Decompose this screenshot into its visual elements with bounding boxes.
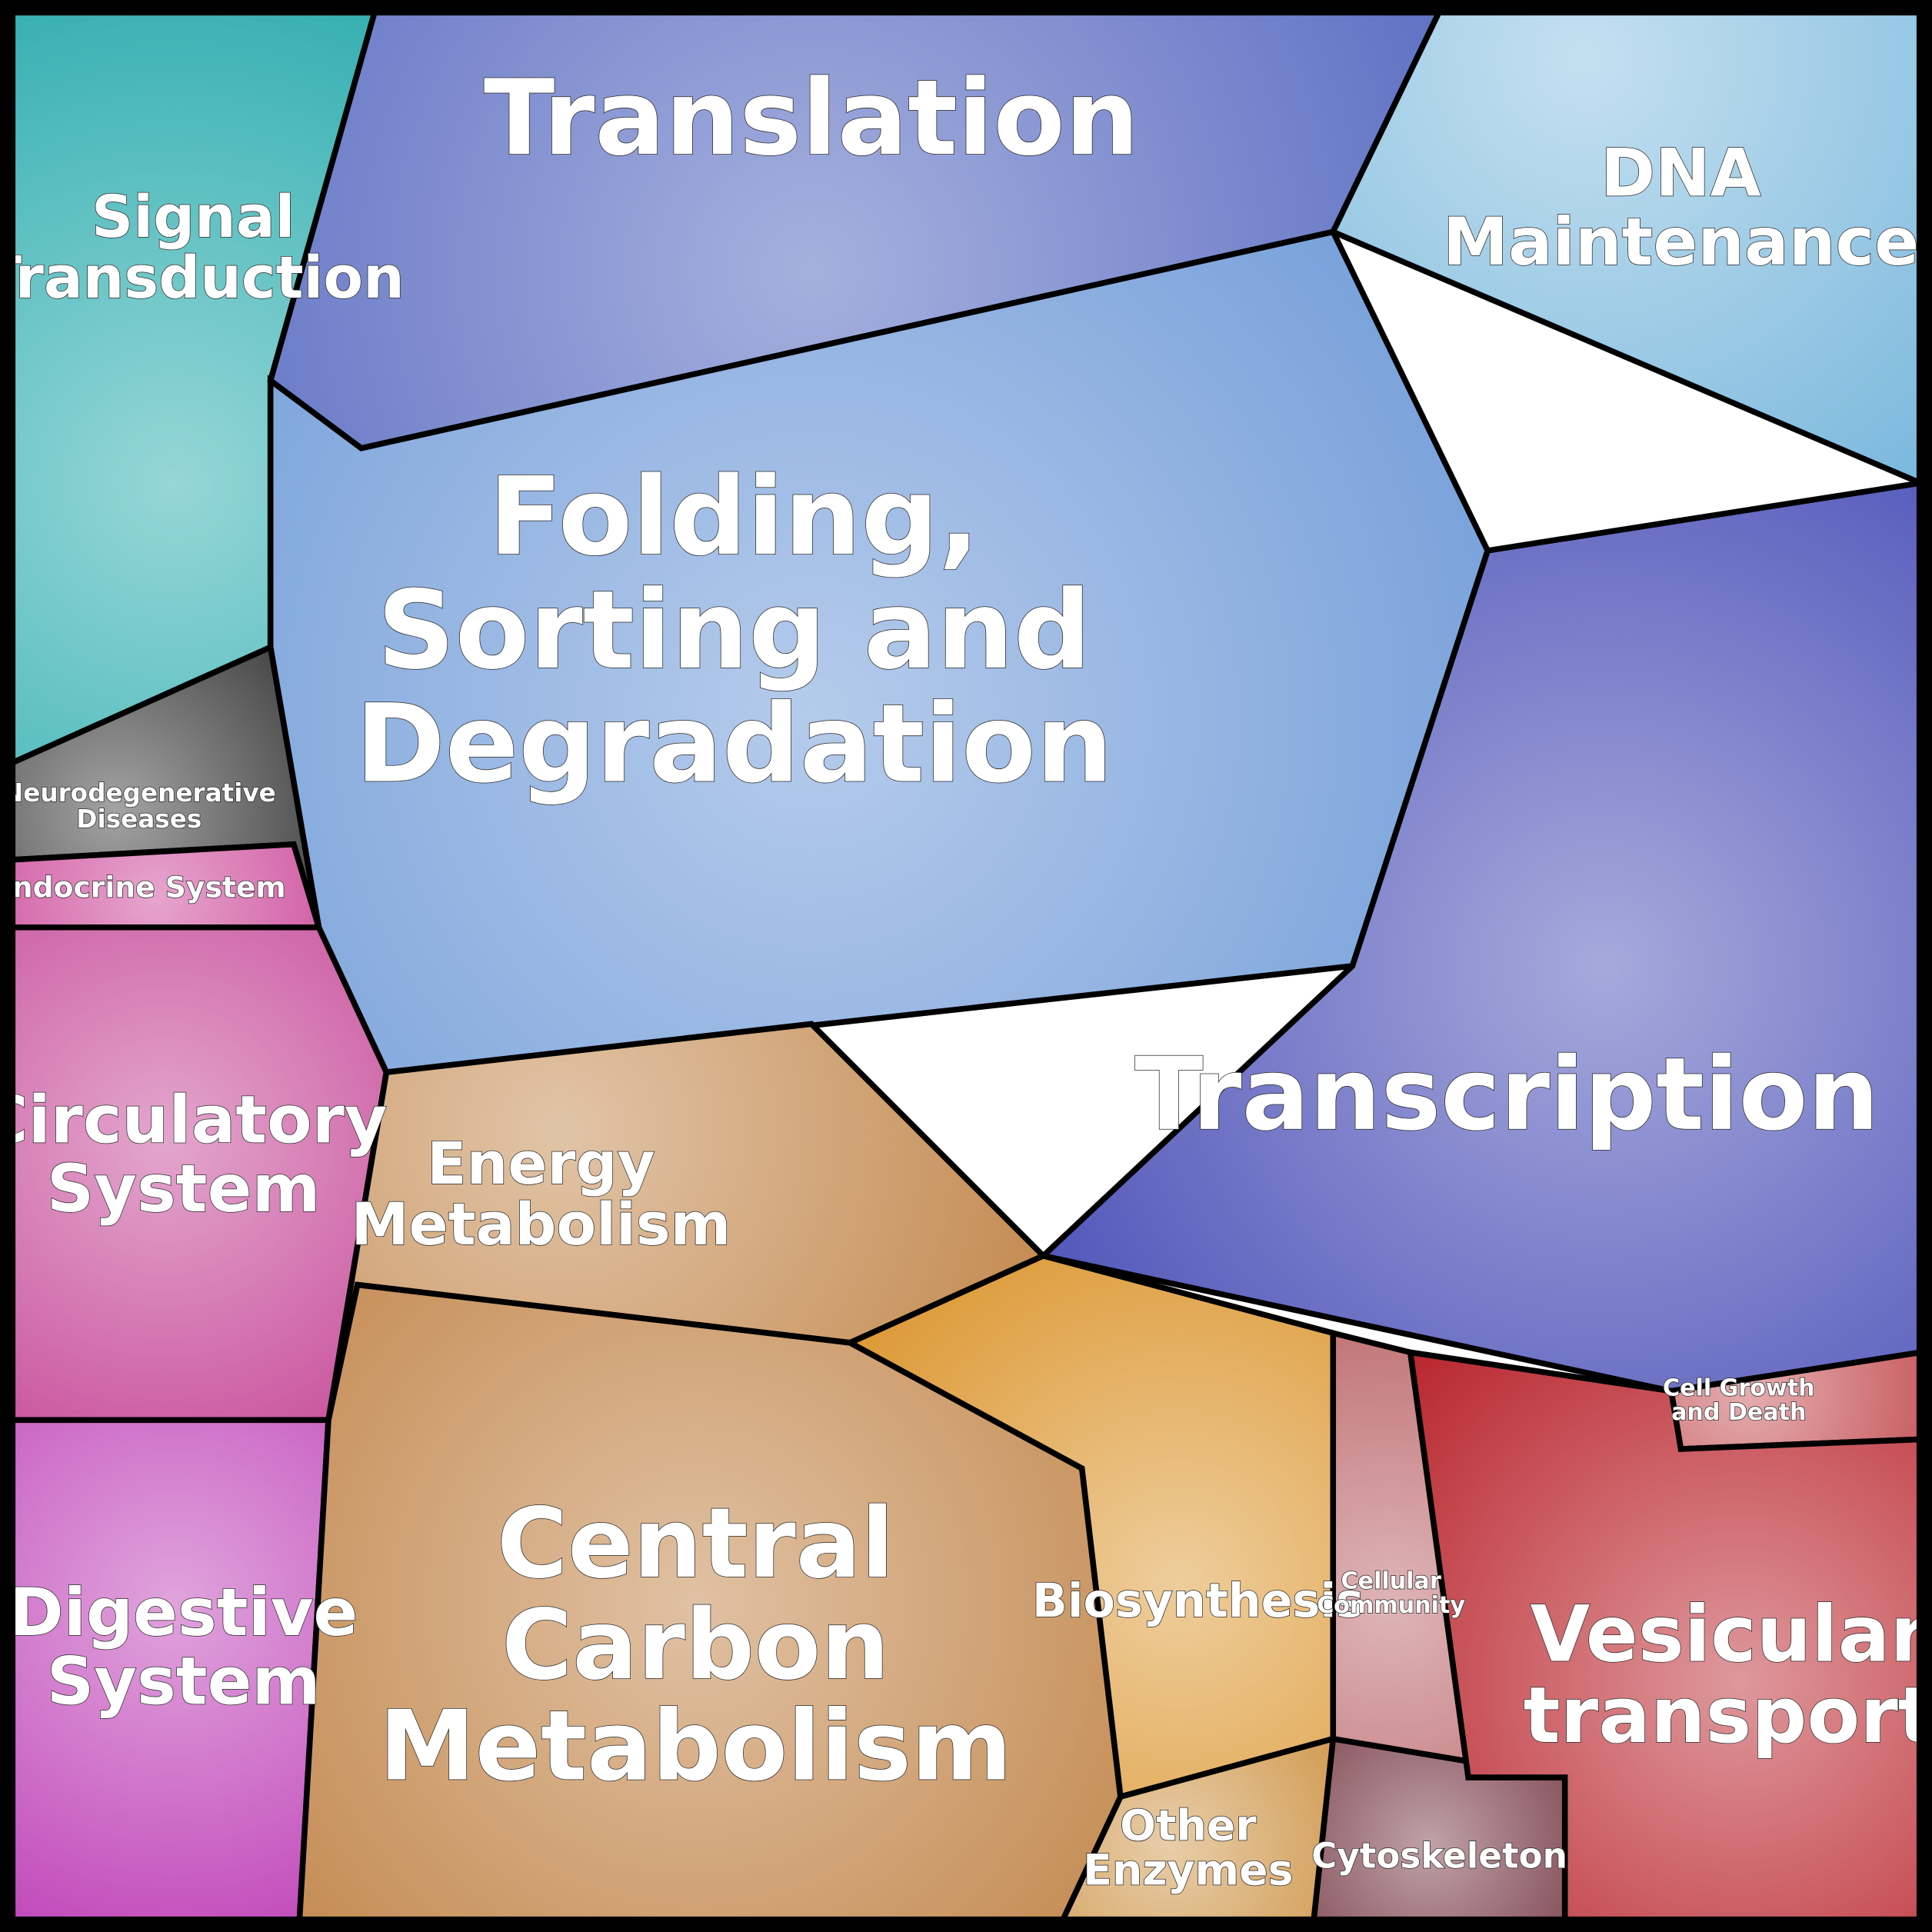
label-vesicular-transport: Vesiculartransport [1524,1590,1932,1761]
label-digestive-system: DigestiveSystem [9,1575,358,1720]
label-endocrine-system: Endocrine System [0,870,286,904]
label-translation: Translation [484,57,1139,178]
label-cytoskeleton: Cytoskeleton [1311,1836,1567,1877]
label-transcription: Transcription [1134,1035,1879,1152]
voronoi-treemap: SignalTransductionTranslationDNAMaintena… [0,0,1932,1932]
label-biosynthesis: Biosynthesis [1032,1574,1364,1628]
label-cell-growth-death: Cell Growthand Death [1663,1374,1815,1426]
